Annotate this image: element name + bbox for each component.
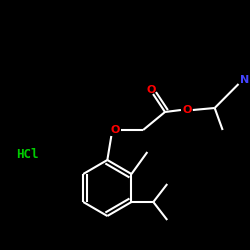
Text: O: O bbox=[182, 105, 192, 115]
Text: O: O bbox=[110, 125, 120, 135]
Text: O: O bbox=[146, 85, 156, 95]
Text: HCl: HCl bbox=[16, 148, 39, 162]
Text: N: N bbox=[240, 75, 249, 85]
